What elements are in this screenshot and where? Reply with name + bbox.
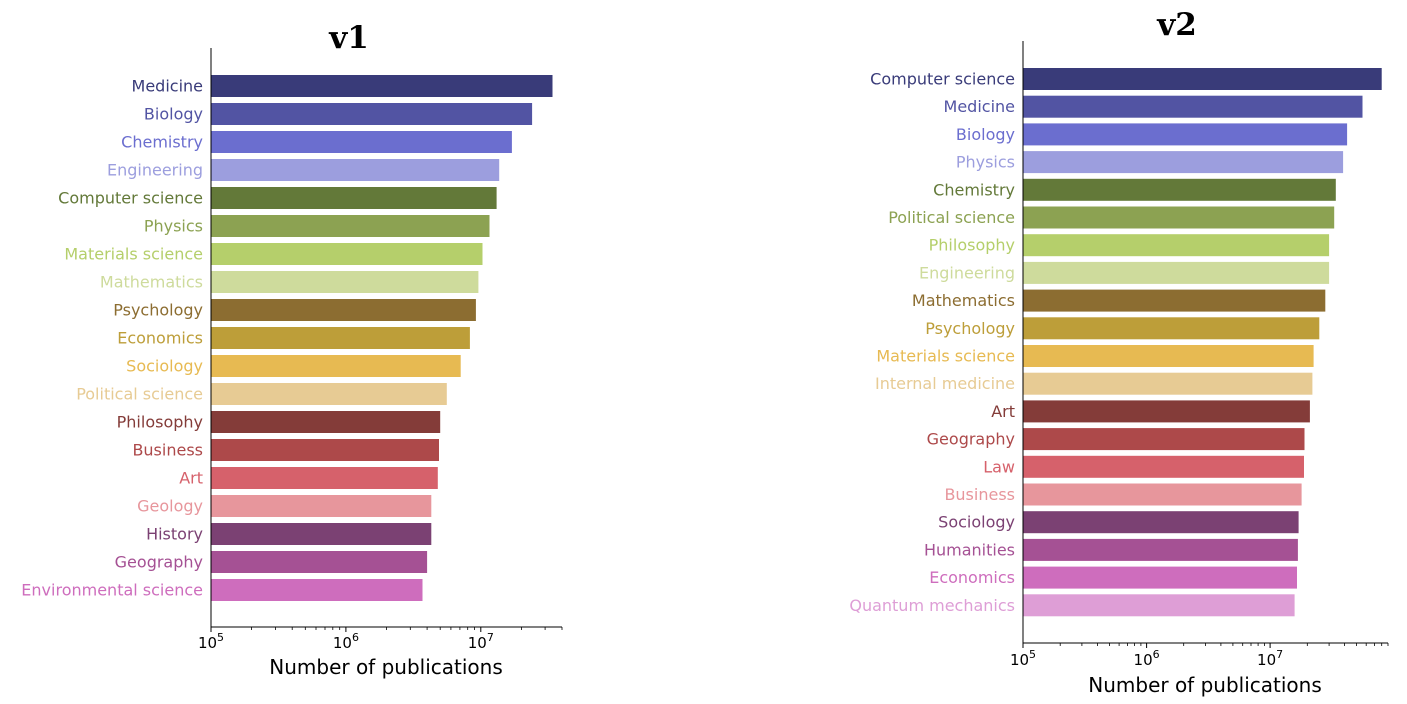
bar (1023, 289, 1326, 312)
chart-title: v2 (1156, 7, 1197, 43)
bar (211, 411, 441, 433)
bar (1023, 261, 1330, 284)
bar (1023, 372, 1313, 395)
bar (1023, 455, 1304, 478)
bar (1023, 151, 1344, 174)
category-label: Medicine (132, 77, 203, 96)
category-label: Computer science (870, 70, 1015, 89)
x-axis-label: Number of publications (269, 655, 503, 679)
tick-label: 107 (1257, 648, 1283, 669)
bar (211, 327, 470, 349)
category-label: Art (179, 469, 203, 488)
bar (211, 299, 476, 321)
category-label: Mathematics (100, 273, 203, 292)
bar (1023, 428, 1305, 451)
tick-label: 107 (468, 631, 494, 652)
bar (1023, 95, 1363, 118)
tick-label: 106 (1134, 648, 1160, 669)
bar (1023, 566, 1297, 589)
category-label: Political science (76, 385, 203, 404)
category-label: Internal medicine (875, 374, 1015, 393)
bar (1023, 206, 1335, 229)
category-label: Materials science (876, 347, 1015, 366)
bar (211, 215, 490, 237)
bar (1023, 483, 1302, 506)
bar (211, 243, 483, 265)
category-label: Physics (956, 153, 1015, 172)
tick-label: 105 (198, 631, 224, 652)
category-label: Biology (956, 125, 1015, 144)
bar (211, 271, 479, 293)
category-label: History (146, 525, 203, 544)
chart-title: v1 (328, 20, 369, 56)
category-label: Business (944, 485, 1015, 504)
tick-label: 106 (333, 631, 359, 652)
bar (211, 439, 439, 461)
bar (1023, 400, 1310, 423)
bar (211, 159, 500, 181)
bar (211, 103, 533, 125)
bar (211, 131, 512, 153)
bar (1023, 68, 1382, 90)
category-label: Geology (137, 497, 203, 516)
category-label: Materials science (64, 245, 203, 264)
category-label: Medicine (944, 97, 1015, 116)
bar (1023, 123, 1348, 146)
bar (1023, 511, 1299, 534)
bar (1023, 317, 1320, 340)
bar (211, 187, 497, 209)
category-label: Humanities (924, 540, 1015, 559)
category-label: Chemistry (121, 133, 203, 152)
bar (1023, 345, 1314, 367)
category-label: Philosophy (117, 413, 203, 432)
category-label: Law (983, 457, 1015, 476)
x-axis-label: Number of publications (1088, 673, 1322, 697)
category-label: Physics (144, 217, 203, 236)
category-label: Quantum mechanics (849, 596, 1015, 615)
bar (211, 75, 553, 97)
category-label: Sociology (938, 513, 1015, 532)
category-label: Business (132, 441, 203, 460)
category-label: Philosophy (929, 236, 1015, 255)
category-label: Computer science (58, 189, 203, 208)
bar (1023, 178, 1336, 201)
category-label: Geography (927, 430, 1015, 449)
bar (211, 551, 428, 573)
category-label: Psychology (113, 301, 203, 320)
bar (211, 383, 447, 405)
chart-v1: v1 Number of publications Medicine Biolog… (21, 20, 563, 679)
category-label: Engineering (107, 161, 203, 180)
bar (211, 523, 432, 545)
tick-label: 105 (1010, 648, 1036, 669)
category-label: Geography (115, 553, 203, 572)
category-label: Economics (117, 329, 203, 348)
category-label: Sociology (126, 357, 203, 376)
chart-v2: v2 Number of publications Computer scien… (849, 7, 1389, 697)
bar (211, 467, 438, 489)
bar (211, 579, 423, 601)
category-label: Economics (929, 568, 1015, 587)
category-label: Psychology (925, 319, 1015, 338)
bar (1023, 234, 1330, 257)
category-label: Engineering (919, 263, 1015, 282)
category-label: Environmental science (21, 581, 203, 600)
bar (211, 355, 461, 377)
bar (1023, 594, 1295, 617)
category-label: Art (991, 402, 1015, 421)
category-label: Biology (144, 105, 203, 124)
category-label: Mathematics (912, 291, 1015, 310)
bar (1023, 538, 1298, 561)
category-label: Political science (888, 208, 1015, 227)
bar (211, 495, 432, 517)
category-label: Chemistry (933, 180, 1015, 199)
